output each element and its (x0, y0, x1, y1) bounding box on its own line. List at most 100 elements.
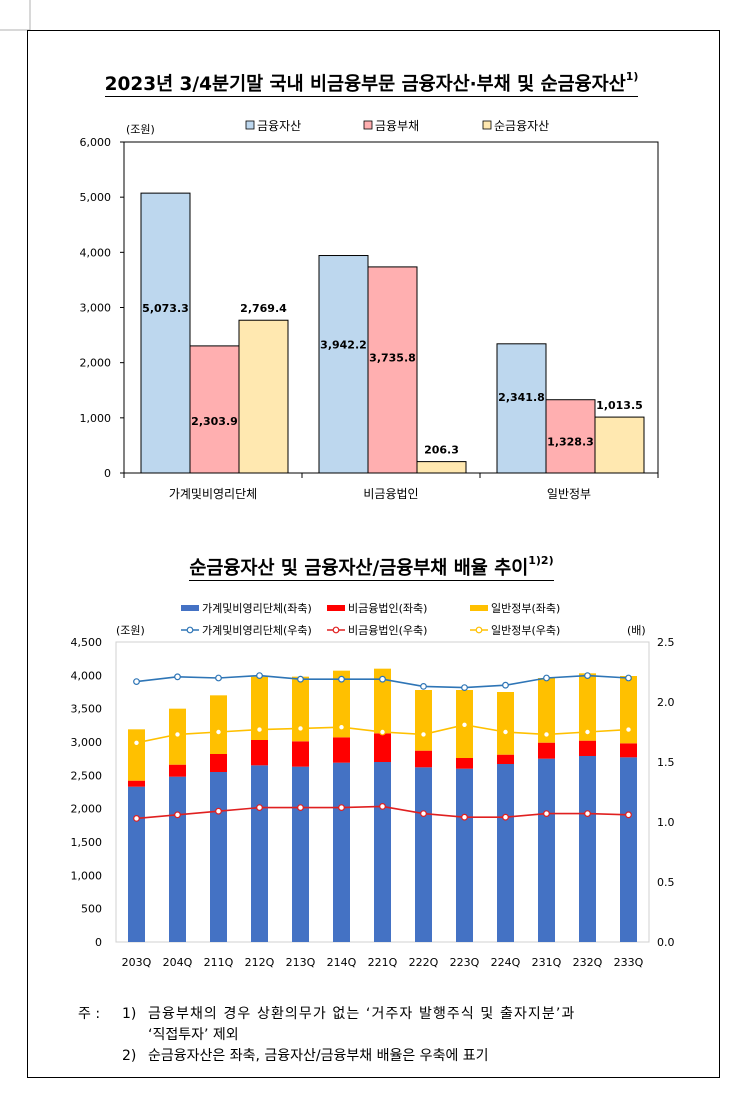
chart2-x-tick-label: 211Q (204, 956, 234, 969)
chart2-legend-marker (332, 626, 340, 634)
chart2-legend-label: 가계및비영리단체(우축) (202, 624, 312, 637)
chart2-x-tick-label: 212Q (245, 956, 275, 969)
footnote-1-continuation: ‘직접투자’ 제외 (78, 1025, 678, 1046)
chart2-line-point (461, 721, 468, 729)
chart2-line-point (625, 811, 632, 819)
chart2-legend-label: 일반정부(좌축) (491, 601, 560, 615)
chart1-bar (238, 319, 289, 474)
footnote-2-number: 2) (122, 1048, 137, 1064)
chart2-bar-segment (169, 764, 186, 777)
chart1-data-label: 3,735.8 (369, 352, 416, 365)
chart2-bar-segment (374, 762, 391, 942)
chart1-y-tick-label: 0 (104, 467, 111, 480)
chart1-legend-swatch (245, 120, 255, 130)
chart2-bar-segment (333, 762, 350, 942)
footnote-prefix: 주 : (78, 1006, 101, 1022)
chart2-bar-segment (251, 765, 268, 942)
chart1-y-tick-label: 2,000 (80, 357, 112, 370)
chart2-line-point (297, 804, 304, 811)
chart2-x-tick-label: 213Q (286, 956, 316, 969)
chart1-legend-swatch (363, 120, 373, 130)
chart2-line-point (379, 803, 386, 810)
chart2-bar-segment (456, 768, 473, 942)
chart2-line-point (215, 674, 222, 682)
chart1-y-tick-label: 3,000 (80, 302, 112, 315)
chart2-left-tick-label: 4,000 (71, 669, 103, 682)
chart2-line-point (133, 678, 140, 685)
chart1-data-label: 3,942.2 (320, 339, 367, 352)
chart2-line-point (338, 675, 345, 683)
chart2-bar-segment (210, 754, 227, 772)
chart2-line-point (420, 731, 427, 738)
chart1-x-tick-label: 일반정부 (547, 487, 591, 501)
chart2-legend-label: 가계및비영리단체(좌축) (202, 602, 312, 615)
footnote-2: 2) 순금융자산은 좌축, 금융자산/금융부채 배율은 우축에 표기 (78, 1046, 678, 1067)
chart2-left-tick-label: 0 (95, 936, 102, 949)
chart1-data-label: 1,328.3 (547, 435, 594, 448)
chart1-bar (367, 266, 418, 474)
chart2-line-point (338, 804, 345, 811)
chart2-bar-segment (128, 786, 145, 942)
chart2-left-tick-label: 3,000 (71, 736, 103, 749)
footnote-1-number: 1) (122, 1006, 137, 1022)
chart2-bar-segment (292, 741, 309, 767)
chart2-line-point (256, 804, 263, 811)
chart2-bar-segment (620, 757, 637, 942)
chart2-x-tick-label: 231Q (532, 956, 562, 969)
chart1-bar (594, 416, 645, 474)
chart1-x-tick-label: 가계및비영리단체 (169, 487, 257, 501)
chart2-line-point (584, 728, 591, 736)
chart2-bar-segment (374, 733, 391, 762)
footnote-1: 주 : 1) 금융부채의 경우 상환의무가 없는 ‘거주자 발행주식 및 출자지… (78, 1004, 678, 1025)
chart2-bar-segment (579, 673, 596, 741)
chart1-bar (545, 399, 596, 474)
chart1-data-label: 206.3 (424, 444, 459, 457)
chart2-legend-label: 일반정부(우축) (491, 623, 560, 637)
chart2-legend-marker (186, 626, 194, 634)
chart1-legend-label: 금융부채 (375, 119, 419, 133)
footnotes: 주 : 1) 금융부채의 경우 상환의무가 없는 ‘거주자 발행주식 및 출자지… (78, 1004, 678, 1067)
chart2-bar-segment (333, 737, 350, 763)
chart2-line-point (297, 675, 304, 683)
footnote-2-text: 순금융자산은 좌축, 금융자산/금융부채 배율은 우축에 표기 (148, 1048, 489, 1064)
chart1-y-tick-label: 6,000 (80, 136, 112, 149)
chart1-bar (416, 461, 467, 474)
chart2-bar-segment (538, 742, 555, 759)
chart2-line-point (133, 739, 140, 747)
chart2-line-point (502, 813, 509, 821)
chart2-right-tick-label: 2.0 (657, 696, 675, 709)
chart2-line-point (461, 684, 468, 691)
chart2-line-point (174, 811, 181, 819)
chart2-title-text: 순금융자산 및 금융자산/금융부채 배율 추이 (189, 558, 529, 579)
chart2-bar-segment (497, 692, 514, 755)
chart2-line-point (338, 723, 345, 731)
chart1-title: 2023년 3/4분기말 국내 비금융부문 금융자산·부채 및 순금융자산1) (0, 69, 743, 97)
chart2-bar-segment (579, 756, 596, 942)
chart2-bar-segment (251, 676, 268, 740)
chart2-title: 순금융자산 및 금융자산/금융부채 배율 추이1)2) (0, 554, 743, 581)
chart2-x-tick-label: 203Q (122, 956, 152, 969)
chart2-x-tick-label: 204Q (163, 956, 193, 969)
chart2-legend-swatch (470, 605, 488, 611)
chart2-bar-segment (620, 743, 637, 758)
chart2-bar-segment (497, 764, 514, 942)
chart2-bar-segment (620, 676, 637, 744)
chart2-x-tick-label: 222Q (409, 956, 439, 969)
chart1-title-sup: 1) (625, 69, 639, 83)
chart1-bar (318, 255, 369, 474)
chart1-legend-label: 금융자산 (257, 119, 301, 133)
chart1-data-label: 2,769.4 (240, 302, 287, 315)
chart2-bar-segment (333, 670, 350, 738)
chart2-line-point (297, 725, 304, 732)
chart2-line-point (543, 731, 550, 738)
chart2-right-tick-label: 2.5 (657, 636, 675, 649)
chart2-line-point (256, 726, 263, 733)
chart2-bar-segment (579, 740, 596, 756)
chart1-bar (140, 192, 191, 474)
footnote-1-text: 금융부채의 경우 상환의무가 없는 ‘거주자 발행주식 및 출자지분’과 (148, 1006, 576, 1022)
chart2-x-tick-label: 232Q (573, 956, 603, 969)
chart2-line-point (502, 681, 509, 689)
chart2-svg: (조원) (배) 0 500 1,000 1,500 2,000 2,500 3,000 3,50… (71, 601, 675, 969)
chart2-line-point (625, 726, 632, 733)
chart1-data-label: 1,013.5 (596, 399, 643, 412)
